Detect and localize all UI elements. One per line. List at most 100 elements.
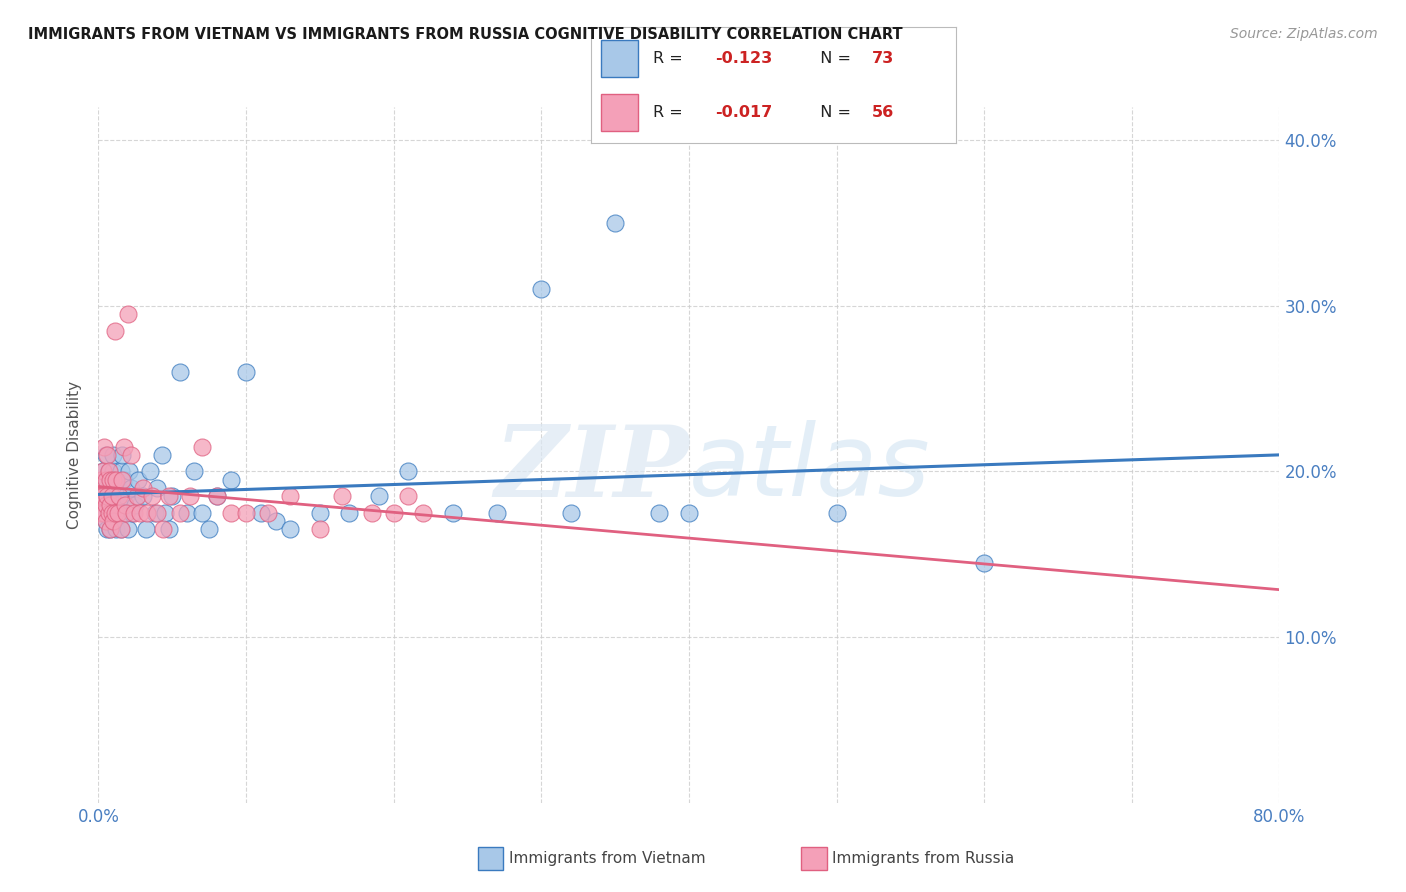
- Point: [118, 465, 141, 479]
- Point: [198, 523, 221, 537]
- Point: [104, 506, 127, 520]
- Point: [176, 506, 198, 520]
- Point: [309, 506, 332, 520]
- Point: [183, 465, 205, 479]
- Point: [648, 506, 671, 520]
- Point: [179, 489, 201, 503]
- Point: [169, 506, 191, 520]
- Point: [560, 506, 582, 520]
- Point: [146, 506, 169, 520]
- Point: [135, 523, 157, 537]
- Point: [114, 498, 136, 512]
- Point: [96, 489, 118, 503]
- Point: [157, 523, 180, 537]
- Point: [100, 489, 122, 503]
- Point: [132, 489, 155, 503]
- Point: [94, 473, 117, 487]
- Point: [124, 498, 146, 512]
- Point: [103, 448, 125, 462]
- Point: [108, 489, 131, 503]
- Point: [141, 489, 163, 503]
- Point: [396, 489, 419, 503]
- Point: [441, 506, 464, 520]
- Point: [382, 506, 405, 520]
- Point: [93, 506, 115, 520]
- Point: [121, 506, 143, 520]
- Point: [104, 473, 127, 487]
- Point: [162, 489, 183, 503]
- Point: [108, 498, 131, 512]
- Point: [97, 506, 120, 520]
- Point: [235, 365, 257, 379]
- Point: [97, 465, 120, 479]
- Point: [103, 514, 125, 528]
- Text: Immigrants from Russia: Immigrants from Russia: [832, 851, 1015, 865]
- Point: [205, 489, 228, 503]
- Point: [278, 523, 302, 537]
- Text: N =: N =: [810, 105, 856, 120]
- Text: Immigrants from Vietnam: Immigrants from Vietnam: [509, 851, 706, 865]
- Point: [825, 506, 848, 520]
- Point: [103, 473, 125, 487]
- Text: R =: R =: [652, 51, 688, 66]
- Point: [89, 489, 111, 503]
- Point: [146, 481, 169, 495]
- Point: [90, 473, 112, 487]
- Y-axis label: Cognitive Disability: Cognitive Disability: [67, 381, 83, 529]
- Point: [219, 506, 242, 520]
- Point: [169, 365, 191, 379]
- Point: [309, 523, 332, 537]
- Point: [105, 473, 128, 487]
- Point: [128, 506, 150, 520]
- Point: [396, 465, 419, 479]
- Point: [127, 473, 149, 487]
- Point: [257, 506, 280, 520]
- Point: [150, 448, 173, 462]
- Point: [97, 481, 120, 495]
- Point: [117, 523, 139, 537]
- Point: [110, 465, 132, 479]
- Point: [530, 282, 553, 296]
- Text: atlas: atlas: [689, 420, 931, 517]
- Point: [122, 506, 145, 520]
- Text: ZIP: ZIP: [494, 421, 689, 517]
- Text: N =: N =: [810, 51, 856, 66]
- Point: [96, 448, 118, 462]
- Point: [94, 514, 117, 528]
- Point: [91, 465, 114, 479]
- Point: [98, 473, 121, 487]
- Point: [973, 556, 995, 570]
- Point: [97, 506, 120, 520]
- Point: [94, 514, 117, 528]
- Point: [278, 489, 302, 503]
- Point: [107, 481, 129, 495]
- Point: [152, 523, 174, 537]
- Point: [100, 506, 122, 520]
- Point: [91, 465, 114, 479]
- Point: [157, 489, 180, 503]
- Point: [100, 489, 122, 503]
- Text: 73: 73: [872, 51, 894, 66]
- Point: [98, 523, 121, 537]
- Point: [136, 506, 159, 520]
- Text: Source: ZipAtlas.com: Source: ZipAtlas.com: [1230, 27, 1378, 41]
- Point: [120, 481, 142, 495]
- Point: [368, 489, 391, 503]
- Text: -0.123: -0.123: [714, 51, 772, 66]
- Point: [235, 506, 257, 520]
- Point: [360, 506, 382, 520]
- Point: [105, 523, 128, 537]
- Point: [112, 473, 135, 487]
- Point: [98, 523, 121, 537]
- Point: [100, 506, 122, 520]
- FancyBboxPatch shape: [602, 94, 638, 131]
- Point: [98, 498, 121, 512]
- Point: [96, 489, 118, 503]
- Point: [219, 473, 242, 487]
- Text: R =: R =: [652, 105, 688, 120]
- Point: [97, 465, 120, 479]
- Point: [115, 489, 138, 503]
- Point: [139, 465, 162, 479]
- Point: [330, 489, 353, 503]
- Point: [412, 506, 434, 520]
